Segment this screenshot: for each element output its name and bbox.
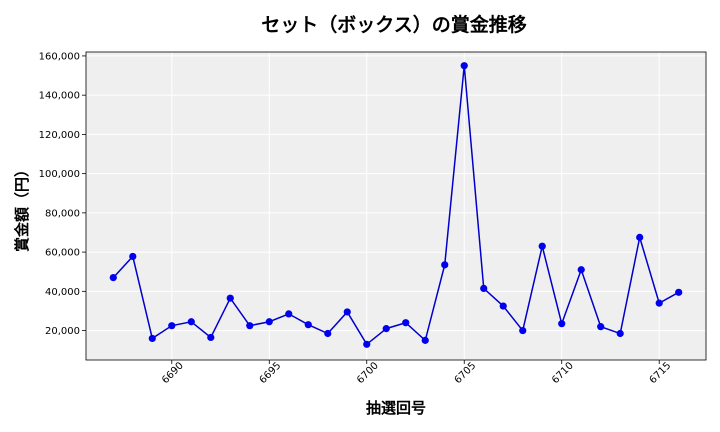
y-tick-label: 160,000 bbox=[39, 51, 80, 62]
data-points bbox=[109, 62, 683, 348]
y-tick-label: 80,000 bbox=[45, 208, 80, 219]
x-tick-label: 6715 bbox=[648, 360, 674, 386]
data-point bbox=[636, 233, 644, 241]
data-point bbox=[616, 329, 624, 338]
x-tick-label: 6690 bbox=[160, 360, 186, 386]
data-point bbox=[441, 261, 449, 269]
data-point bbox=[382, 325, 390, 333]
data-point bbox=[402, 319, 410, 327]
data-point bbox=[480, 284, 488, 292]
data-point bbox=[577, 266, 585, 274]
data-point bbox=[421, 336, 429, 344]
data-point bbox=[675, 288, 683, 296]
y-tick-label: 140,000 bbox=[39, 91, 80, 102]
y-tick-label: 100,000 bbox=[39, 169, 80, 180]
data-point bbox=[285, 310, 293, 318]
x-axis-label: 抽選回号 bbox=[366, 399, 426, 417]
data-point bbox=[226, 294, 234, 302]
data-point bbox=[538, 242, 546, 250]
plot-frame bbox=[85, 51, 707, 361]
data-point bbox=[324, 329, 332, 338]
x-tick-label: 6705 bbox=[453, 360, 479, 386]
data-point bbox=[168, 322, 176, 330]
x-tick-label: 6695 bbox=[258, 360, 284, 386]
y-tick-label: 40,000 bbox=[45, 287, 80, 298]
x-axis: 6690 6695 6700 6705 6710 6715 bbox=[160, 360, 673, 386]
x-tick-label: 6710 bbox=[550, 360, 576, 386]
y-axis: 20,000 40,000 60,000 80,000 100,000 120,000 14… bbox=[39, 51, 86, 337]
data-point bbox=[460, 62, 468, 70]
data-point bbox=[343, 308, 351, 316]
data-point bbox=[187, 318, 195, 326]
data-point bbox=[519, 326, 527, 335]
chart-title: セット（ボックス）の賞金推移 bbox=[261, 13, 526, 36]
data-point bbox=[246, 322, 254, 330]
data-point bbox=[558, 320, 566, 328]
data-point bbox=[109, 274, 117, 282]
y-tick-label: 60,000 bbox=[45, 248, 80, 259]
data-point bbox=[655, 299, 663, 307]
plot-area bbox=[86, 52, 706, 360]
data-point bbox=[597, 323, 605, 331]
data-point bbox=[148, 334, 156, 343]
data-point bbox=[129, 252, 137, 261]
series-line bbox=[112, 65, 680, 346]
x-tick-label: 6700 bbox=[355, 360, 381, 386]
y-tick-label: 20,000 bbox=[45, 326, 80, 337]
y-axis-label: 賞金額（円） bbox=[13, 162, 31, 252]
data-point bbox=[304, 321, 312, 329]
data-point bbox=[265, 318, 273, 326]
y-tick-label: 120,000 bbox=[39, 130, 80, 141]
grid-lines bbox=[86, 52, 706, 360]
data-point bbox=[207, 333, 215, 342]
data-point bbox=[363, 340, 371, 348]
data-point bbox=[499, 302, 507, 310]
